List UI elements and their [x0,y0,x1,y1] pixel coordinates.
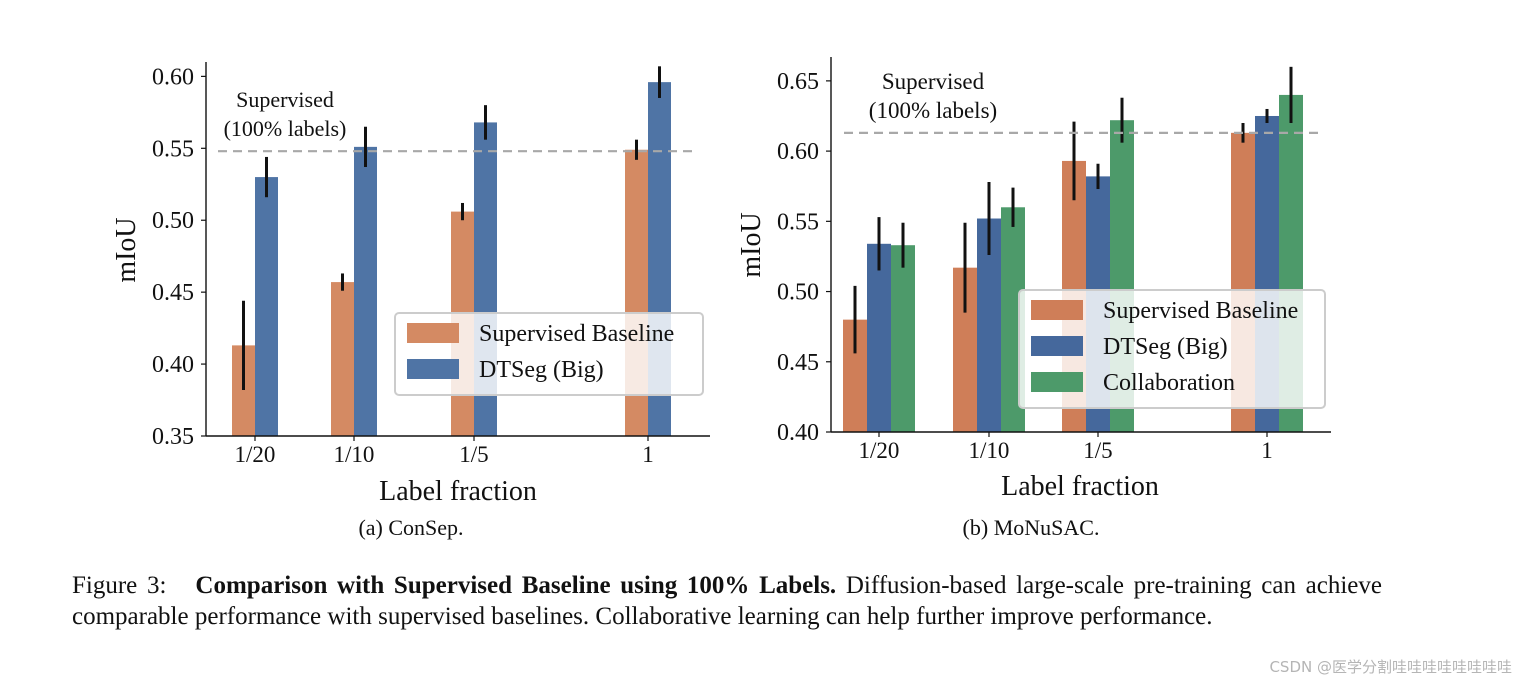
bar [354,146,377,436]
reference-label: (100% labels) [224,116,347,141]
watermark: CSDN @医学分割哇哇哇哇哇哇哇哇 [1269,658,1512,676]
bar [867,243,891,432]
x-tick-label: 1 [642,442,654,467]
bar [891,245,915,432]
y-tick-label: 0.40 [152,352,194,378]
y-tick-label: 0.50 [777,280,819,306]
x-tick-label: 1/5 [1083,438,1112,463]
x-axis-label: Label fraction [1001,471,1159,502]
x-axis-label: Label fraction [379,476,537,507]
reference-label: (100% labels) [869,98,997,123]
legend-swatch [1031,336,1083,356]
y-tick-label: 0.50 [152,208,194,234]
legend-label: Collaboration [1103,370,1235,396]
legend-label: DTSeg (Big) [479,357,604,383]
x-tick-label: 1/20 [235,442,276,467]
x-tick-label: 1 [1261,438,1273,463]
legend-label: DTSeg (Big) [1103,334,1228,360]
y-tick-label: 0.45 [152,280,194,306]
bar [331,282,354,436]
reference-label: Supervised [236,87,334,112]
legend-swatch [407,323,459,343]
figure-caption: Figure 3: Comparison with Supervised Bas… [72,570,1382,632]
y-tick-label: 0.60 [152,64,194,90]
y-tick-label: 0.60 [777,139,819,165]
subcaption: (a) ConSep. [358,515,463,540]
bar [255,177,278,437]
caption-text: Diffusion-based large-scale pre-training… [72,572,1382,630]
x-tick-label: 1/5 [459,442,488,467]
y-tick-label: 0.65 [777,69,819,95]
y-tick-label: 0.40 [777,420,819,446]
caption-bold-title: Comparison with Supervised Baseline usin… [195,572,837,599]
legend-swatch [407,359,459,379]
legend-label: Supervised Baseline [1103,298,1298,324]
subcaption: (b) MoNuSAC. [963,515,1100,540]
legend-label: Supervised Baseline [479,321,674,347]
legend-swatch [1031,300,1083,320]
y-tick-label: 0.45 [777,350,819,376]
chart-monusac: 1/20 1/10 1/5 1 Supervised (100% labels) 0.40 0… [740,57,1331,540]
y-axis-label: mIoU [740,212,767,277]
caption-prefix: Figure 3: [72,572,167,599]
x-tick-label: 1/10 [969,438,1010,463]
legend-swatch [1031,372,1083,392]
y-tick-label: 0.35 [152,424,194,450]
legend-box [394,312,704,396]
bar [232,345,255,436]
reference-label: Supervised [882,69,985,94]
y-axis-label: mIoU [111,217,142,282]
legend-box [1018,289,1326,409]
x-tick-label: 1/10 [334,442,375,467]
x-tick-label: 1/20 [859,438,900,463]
y-tick-label: 0.55 [777,209,819,235]
chart-consep: 1/20 1/10 1/5 1 Supervised (100% labels) 0.35 0… [111,62,710,540]
y-tick-label: 0.55 [152,136,194,162]
